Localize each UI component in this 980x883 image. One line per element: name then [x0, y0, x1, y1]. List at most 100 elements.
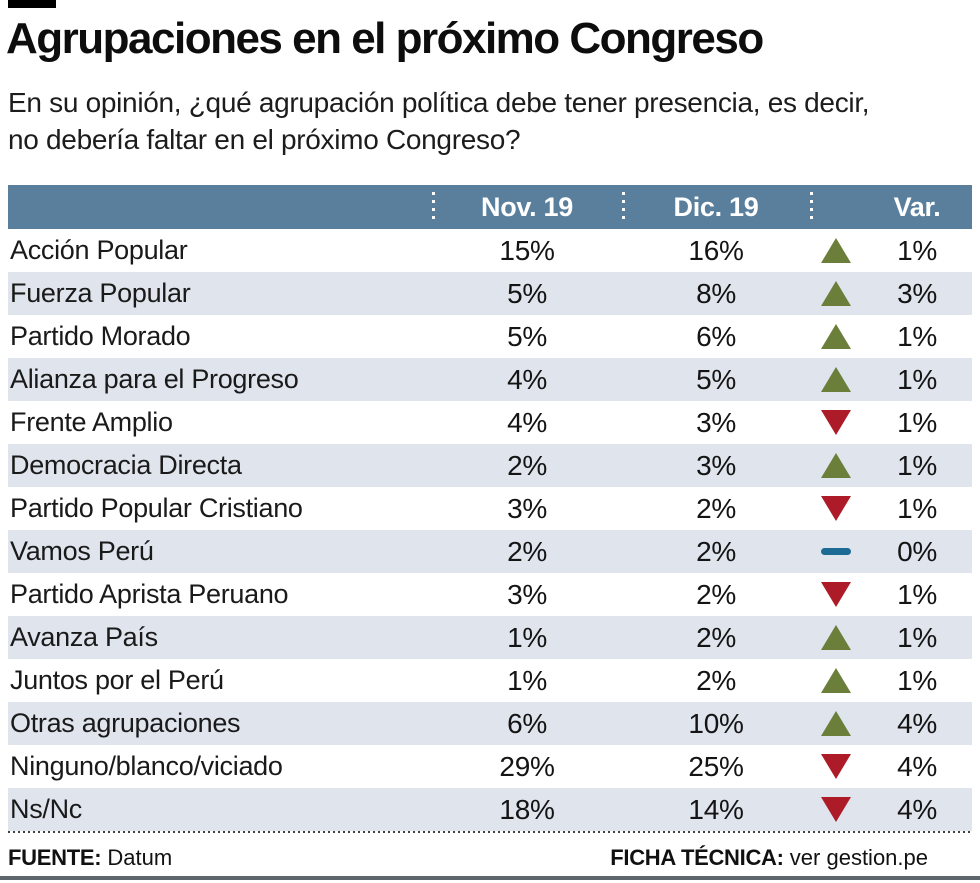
trend-up-icon: [821, 324, 851, 349]
bottom-rule: [0, 876, 980, 880]
dic19-value: 2%: [696, 578, 736, 610]
nov19-value: 5%: [507, 320, 547, 352]
table-row: Juntos por el Perú 1% 2% 1%: [8, 659, 972, 704]
nov19-value: 29%: [499, 750, 555, 782]
table-row: Fuerza Popular 5% 8% 3%: [8, 272, 972, 317]
trend-cell: [810, 797, 862, 822]
column-header-dic19: Dic. 19: [622, 185, 810, 229]
trend-up-icon: [821, 281, 851, 306]
trend-down-icon: [821, 754, 851, 779]
var-value: 4%: [897, 793, 937, 825]
var-value: 1%: [897, 449, 937, 481]
party-name: Otras agrupaciones: [10, 708, 241, 738]
var-value: 1%: [897, 492, 937, 524]
dic19-value: 8%: [696, 277, 736, 309]
trend-cell: [810, 668, 862, 693]
results-table: Nov. 19 Dic. 19 Var. Acción Popular 15% …: [8, 185, 972, 833]
dic19-value: 25%: [688, 750, 744, 782]
var-value: 0%: [897, 535, 937, 567]
var-value: 1%: [897, 578, 937, 610]
trend-cell: [810, 410, 862, 435]
top-accent-bar: [8, 0, 56, 8]
trend-cell: [810, 754, 862, 779]
trend-cell: [810, 453, 862, 478]
nov19-value: 6%: [507, 707, 547, 739]
page-title: Agrupaciones en el próximo Congreso: [6, 14, 764, 63]
trend-same-icon: [821, 548, 851, 555]
trend-down-icon: [821, 496, 851, 521]
ficha-label: FICHA TÉCNICA:: [610, 845, 784, 870]
party-name: Avanza País: [10, 622, 158, 652]
party-name: Ns/Nc: [10, 794, 82, 824]
dic19-value: 3%: [696, 449, 736, 481]
column-header-trend-spacer: [810, 185, 862, 229]
dic19-value: 3%: [696, 406, 736, 438]
dic19-value: 5%: [696, 363, 736, 395]
trend-cell: [810, 711, 862, 736]
dic19-value: 2%: [696, 664, 736, 696]
source-label: FUENTE:: [8, 845, 102, 870]
table-body: Acción Popular 15% 16% 1% Fuerza Popular…: [8, 229, 972, 833]
trend-cell: [810, 281, 862, 306]
table-row: Alianza para el Progreso 4% 5% 1%: [8, 358, 972, 403]
trend-cell: [810, 238, 862, 263]
trend-down-icon: [821, 797, 851, 822]
var-value: 4%: [897, 750, 937, 782]
column-header-party: [8, 185, 432, 229]
footer: FUENTE: Datum FICHA TÉCNICA: ver gestion…: [8, 845, 980, 871]
nov19-value: 5%: [507, 277, 547, 309]
dic19-value: 2%: [696, 621, 736, 653]
dic19-value: 10%: [688, 707, 744, 739]
party-name: Acción Popular: [10, 235, 188, 265]
party-name: Vamos Perú: [10, 536, 154, 566]
nov19-value: 15%: [499, 234, 555, 266]
nov19-value: 4%: [507, 363, 547, 395]
party-name: Democracia Directa: [10, 450, 242, 480]
trend-up-icon: [821, 453, 851, 478]
dic19-value: 6%: [696, 320, 736, 352]
nov19-value: 4%: [507, 406, 547, 438]
table-row: Democracia Directa 2% 3% 1%: [8, 444, 972, 489]
column-header-var: Var.: [893, 191, 941, 222]
table-row: Acción Popular 15% 16% 1%: [8, 229, 972, 274]
trend-cell: [810, 324, 862, 349]
party-name: Juntos por el Perú: [10, 665, 224, 695]
party-name: Fuerza Popular: [10, 278, 191, 308]
table-row: Partido Popular Cristiano 3% 2% 1%: [8, 487, 972, 532]
source-value: Datum: [107, 845, 173, 870]
nov19-value: 1%: [507, 621, 547, 653]
var-value: 1%: [897, 406, 937, 438]
var-value: 1%: [897, 320, 937, 352]
trend-up-icon: [821, 711, 851, 736]
trend-down-icon: [821, 410, 851, 435]
var-value: 4%: [897, 707, 937, 739]
var-value: 1%: [897, 664, 937, 696]
table-row: Partido Aprista Peruano 3% 2% 1%: [8, 573, 972, 618]
nov19-value: 3%: [507, 492, 547, 524]
ficha-note: FICHA TÉCNICA: ver gestion.pe: [610, 845, 980, 871]
var-value: 1%: [897, 621, 937, 653]
var-value: 3%: [897, 277, 937, 309]
table-row: Otras agrupaciones 6% 10% 4%: [8, 702, 972, 747]
party-name: Partido Morado: [10, 321, 191, 351]
dic19-value: 14%: [688, 793, 744, 825]
source-note: FUENTE: Datum: [8, 845, 172, 871]
table-row: Vamos Perú 2% 2% 0%: [8, 530, 972, 575]
trend-cell: [810, 582, 862, 607]
nov19-value: 18%: [499, 793, 555, 825]
trend-up-icon: [821, 668, 851, 693]
dic19-value: 16%: [688, 234, 744, 266]
trend-cell: [810, 625, 862, 650]
trend-cell: [810, 367, 862, 392]
var-value: 1%: [897, 234, 937, 266]
ficha-value: ver gestion.pe: [789, 845, 928, 870]
nov19-value: 1%: [507, 664, 547, 696]
trend-up-icon: [821, 367, 851, 392]
dic19-value: 2%: [696, 535, 736, 567]
trend-cell: [810, 496, 862, 521]
trend-up-icon: [821, 625, 851, 650]
var-value: 1%: [897, 363, 937, 395]
nov19-value: 3%: [507, 578, 547, 610]
table-row: Ns/Nc 18% 14% 4%: [8, 788, 972, 833]
